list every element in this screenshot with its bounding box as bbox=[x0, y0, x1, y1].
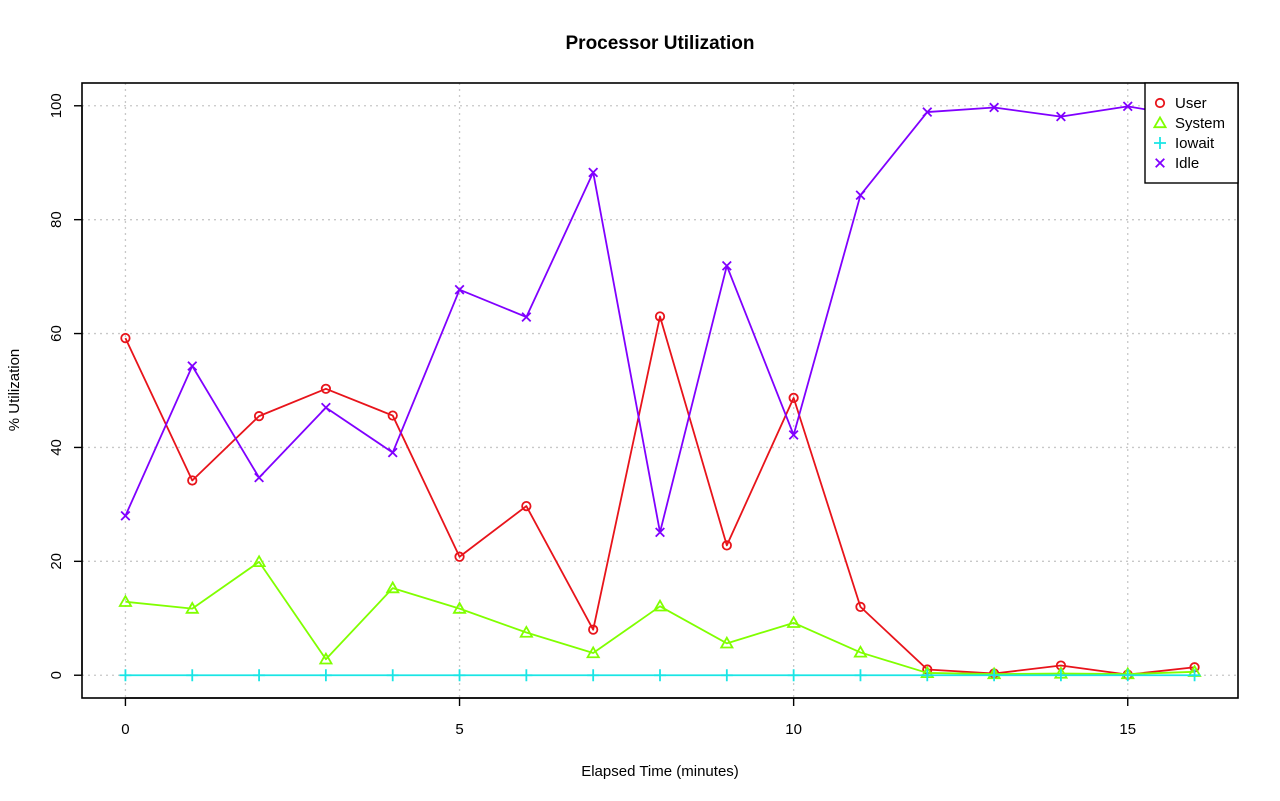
iowait-point bbox=[654, 669, 666, 682]
y-axis-label: % Utilization bbox=[6, 349, 23, 432]
idle-point bbox=[588, 167, 599, 178]
iowait-point bbox=[253, 669, 266, 682]
user-point bbox=[454, 551, 465, 562]
user-point bbox=[120, 333, 131, 344]
plot-frame bbox=[81, 82, 1239, 699]
idle-point bbox=[254, 472, 265, 483]
idle-point bbox=[320, 402, 331, 413]
idle-point bbox=[1055, 111, 1066, 122]
iowait-point bbox=[1121, 669, 1134, 682]
idle-point bbox=[655, 527, 665, 538]
iowait-point bbox=[453, 669, 466, 682]
user-point bbox=[387, 410, 398, 421]
user-point bbox=[788, 392, 799, 404]
system-point bbox=[118, 594, 133, 607]
idle-point bbox=[721, 260, 732, 271]
iowait-point bbox=[587, 669, 600, 682]
series-idle bbox=[120, 101, 1200, 538]
legend-label-user: User bbox=[1175, 95, 1207, 112]
y-tick-label: 20 bbox=[48, 553, 65, 570]
legend-label-system: System bbox=[1175, 115, 1225, 132]
iowait-point bbox=[386, 669, 399, 682]
iowait-point bbox=[854, 669, 867, 682]
legend-marker-user bbox=[1154, 97, 1166, 109]
system-point bbox=[452, 601, 467, 614]
y-tick-label: 80 bbox=[48, 211, 65, 228]
system-point bbox=[786, 615, 801, 628]
idle-point bbox=[187, 361, 198, 371]
system-point bbox=[251, 554, 267, 568]
legend-box bbox=[1144, 82, 1239, 184]
iowait-point bbox=[119, 669, 132, 682]
system-point bbox=[719, 635, 734, 649]
user-point bbox=[588, 624, 599, 635]
iowait-point bbox=[988, 669, 1001, 682]
x-tick-label: 10 bbox=[785, 721, 802, 738]
system-point bbox=[519, 625, 534, 638]
iowait-point bbox=[520, 669, 533, 682]
system-point bbox=[586, 645, 601, 659]
user-line bbox=[124, 315, 1195, 676]
user-point bbox=[721, 540, 732, 551]
x-axis-label: Elapsed Time (minutes) bbox=[581, 763, 739, 780]
iowait-point bbox=[319, 669, 332, 682]
x-tick-label: 5 bbox=[455, 721, 463, 738]
iowait-point bbox=[720, 669, 733, 682]
user-point bbox=[187, 475, 198, 486]
system-point bbox=[185, 601, 200, 614]
chart-title: Processor Utilization bbox=[566, 33, 755, 54]
legend-label-iowait: Iowait bbox=[1175, 135, 1215, 152]
iowait-point bbox=[921, 669, 934, 682]
idle-point bbox=[454, 284, 465, 295]
system-point bbox=[652, 598, 668, 612]
idle-point bbox=[855, 190, 866, 201]
series-user bbox=[120, 311, 1200, 680]
system-line bbox=[125, 561, 1195, 675]
x-tick-label: 0 bbox=[121, 721, 129, 738]
system-point bbox=[853, 645, 868, 658]
iowait-point bbox=[1054, 669, 1067, 682]
legend: User System Iowait Idle bbox=[1144, 82, 1239, 184]
system-point bbox=[318, 651, 334, 665]
iowait-point bbox=[787, 669, 800, 682]
idle-point bbox=[989, 102, 1000, 113]
idle-point bbox=[120, 510, 131, 521]
user-point bbox=[855, 601, 866, 612]
y-tick-label: 100 bbox=[48, 93, 65, 118]
idle-point bbox=[922, 107, 933, 117]
idle-point bbox=[788, 429, 799, 440]
user-point bbox=[253, 411, 265, 422]
idle-point bbox=[387, 447, 398, 458]
idle-point bbox=[1122, 101, 1133, 112]
series bbox=[118, 101, 1202, 682]
system-point bbox=[385, 580, 400, 594]
y-tick-label: 40 bbox=[48, 439, 65, 456]
series-iowait bbox=[119, 669, 1201, 682]
y-tick-label: 60 bbox=[48, 325, 65, 342]
idle-point bbox=[521, 312, 532, 322]
user-point bbox=[654, 311, 666, 322]
x-tick-label: 15 bbox=[1119, 721, 1136, 738]
legend-marker-idle bbox=[1155, 158, 1165, 168]
user-point bbox=[320, 383, 331, 394]
legend-marker-iowait bbox=[1154, 137, 1166, 149]
y-tick-label: 0 bbox=[48, 671, 65, 679]
user-point bbox=[521, 500, 532, 512]
legend-marker-system bbox=[1152, 115, 1168, 129]
iowait-point bbox=[186, 669, 199, 682]
legend-label-idle: Idle bbox=[1175, 155, 1199, 172]
iowait-point bbox=[1188, 669, 1201, 682]
